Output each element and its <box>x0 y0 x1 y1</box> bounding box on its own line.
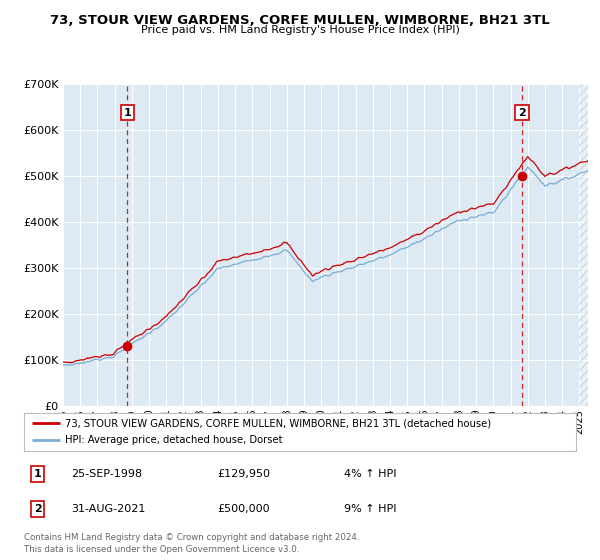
Text: £129,950: £129,950 <box>217 469 270 479</box>
Text: £500,000: £500,000 <box>217 504 270 514</box>
Text: 25-SEP-1998: 25-SEP-1998 <box>71 469 142 479</box>
Text: 4% ↑ HPI: 4% ↑ HPI <box>344 469 397 479</box>
Text: Contains HM Land Registry data © Crown copyright and database right 2024.
This d: Contains HM Land Registry data © Crown c… <box>24 533 359 554</box>
Text: Price paid vs. HM Land Registry's House Price Index (HPI): Price paid vs. HM Land Registry's House … <box>140 25 460 35</box>
Text: 1: 1 <box>124 108 131 118</box>
Text: 2: 2 <box>34 504 41 514</box>
Text: 9% ↑ HPI: 9% ↑ HPI <box>344 504 397 514</box>
Text: HPI: Average price, detached house, Dorset: HPI: Average price, detached house, Dors… <box>65 435 283 445</box>
Text: 73, STOUR VIEW GARDENS, CORFE MULLEN, WIMBORNE, BH21 3TL: 73, STOUR VIEW GARDENS, CORFE MULLEN, WI… <box>50 14 550 27</box>
Bar <box>580 84 588 406</box>
Text: 73, STOUR VIEW GARDENS, CORFE MULLEN, WIMBORNE, BH21 3TL (detached house): 73, STOUR VIEW GARDENS, CORFE MULLEN, WI… <box>65 418 491 428</box>
Text: 31-AUG-2021: 31-AUG-2021 <box>71 504 145 514</box>
Text: 1: 1 <box>34 469 41 479</box>
Text: 2: 2 <box>518 108 526 118</box>
